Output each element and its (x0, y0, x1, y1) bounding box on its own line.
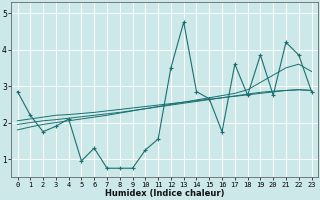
X-axis label: Humidex (Indice chaleur): Humidex (Indice chaleur) (105, 189, 224, 198)
